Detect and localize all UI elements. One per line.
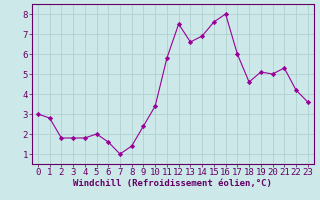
X-axis label: Windchill (Refroidissement éolien,°C): Windchill (Refroidissement éolien,°C)	[73, 179, 272, 188]
